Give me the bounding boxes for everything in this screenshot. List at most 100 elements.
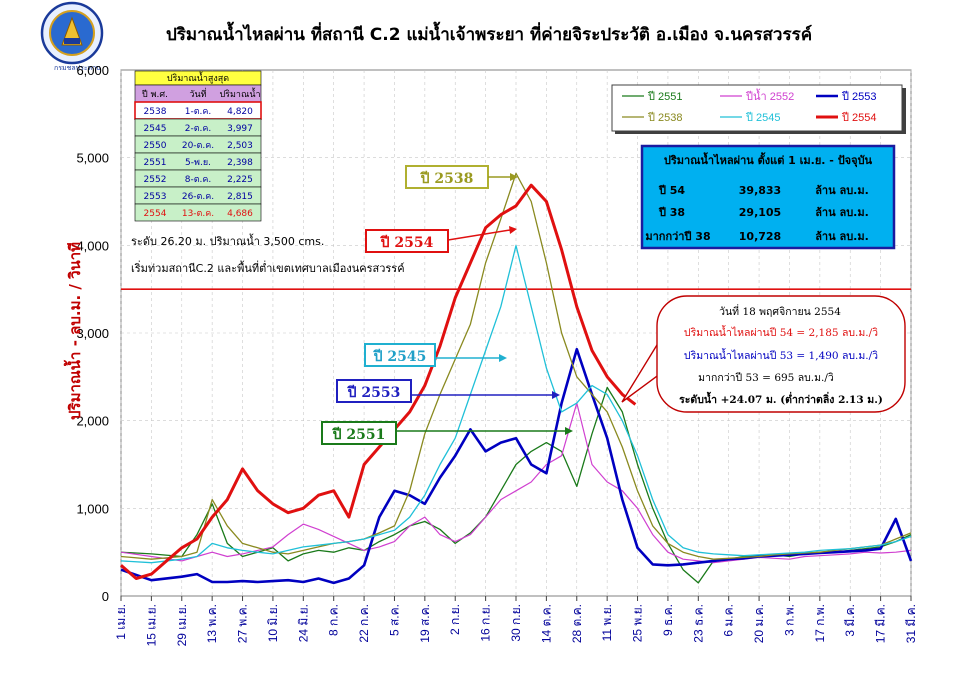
x-tick-label: 31 มี.ค. (904, 604, 918, 643)
callout-date: วันที่ 18 พฤศจิกายน 2554 (719, 304, 841, 318)
legend-label: ปี 2545 (745, 111, 781, 124)
summary-row1-value: 39,833 (739, 184, 781, 197)
summary-row1-label: ปี 54 (658, 184, 686, 197)
callout-flow-53: ปริมาณน้ำไหลผ่านปี 53 = 1,490 ลบ.ม./วิ (684, 348, 878, 362)
x-tick-label: 25 พ.ย. (631, 604, 645, 642)
max-table-cell: 2554 (144, 209, 167, 219)
max-table-title: ปริมาณน้ำสูงสุด (167, 71, 229, 84)
x-tick-label: 19 ส.ค. (418, 604, 432, 643)
x-tick-label: 3 ก.พ. (782, 604, 796, 636)
legend-label: ปี 2551 (647, 90, 683, 103)
max-table-cell: 3,997 (227, 124, 253, 134)
x-tick-label: 23 ธ.ค. (691, 604, 705, 643)
max-table-cell: 1-ต.ค. (185, 107, 212, 117)
y-axis-label: ปริมาณน้ำ - ลบ.ม. / วินาที (63, 242, 84, 420)
max-table-cell: 13-ต.ค. (182, 209, 214, 219)
legend: ปี 2551 ปีน้ำ 2552 ปี 2553 ปี 2538 ปี 2545 ปี… (611, 84, 906, 134)
label-2538: ปี 2538 (405, 165, 518, 189)
max-table-cell: 4,820 (227, 107, 253, 117)
x-tick-label: 17 ก.พ. (813, 604, 827, 643)
legend-label: ปี 2538 (647, 111, 683, 124)
summary-row2-value: 29,105 (739, 206, 781, 219)
x-tick-label: 30 ก.ย. (509, 604, 523, 642)
callout-flow-54: ปริมาณน้ำไหลผ่านปี 54 = 2,185 ลบ.ม./วิ (684, 325, 878, 339)
max-table-cell: 2551 (144, 158, 167, 168)
summary-row3-unit: ล้าน ลบ.ม. (815, 230, 869, 243)
logo-caption: กรมชลประทาน (54, 64, 101, 72)
max-table-cell: 5-พ.ย. (185, 158, 211, 168)
y-tick-labels: 0 1,000 2,000 3,000 4,000 5,000 6,000 (76, 63, 109, 604)
x-tick-label: 14 ต.ค. (539, 604, 553, 643)
label-2545: ปี 2545 (364, 343, 507, 367)
x-tick-label: 13 พ.ค. (205, 604, 219, 643)
max-table-cell: 20-ต.ค. (182, 141, 214, 151)
x-tick-label: 20 ม.ค. (752, 604, 766, 643)
x-tick-label: 2 ก.ย. (448, 604, 462, 635)
chart-title: ปริมาณน้ำไหลผ่าน ที่สถานี C.2 แม่น้ำเจ้า… (166, 21, 812, 45)
x-tick-label: 15 เม.ย. (144, 604, 158, 646)
max-table-cell: 2550 (144, 141, 167, 151)
level-note-1: ระดับ 26.20 ม. ปริมาณน้ำ 3,500 cms. (131, 233, 324, 248)
date-callout: วันที่ 18 พฤศจิกายน 2554 ปริมาณน้ำไหลผ่า… (621, 295, 906, 413)
max-table-cell: 2,225 (227, 175, 253, 185)
y-tick-label: 5,000 (76, 151, 109, 166)
y-tick-label: 0 (102, 589, 109, 604)
x-tick-labels: 1 เม.ย. 15 เม.ย. 29 เม.ย. 13 พ.ค. 27 พ.ค. 10 … (114, 596, 918, 646)
max-table-cell: 2552 (144, 175, 167, 185)
series-line-1 (120, 402, 912, 564)
x-tick-label: 27 พ.ค. (236, 604, 250, 643)
x-tick-label: 22 ก.ค. (357, 604, 371, 643)
label-2551: ปี 2551 (321, 421, 573, 445)
x-tick-label: 10 มิ.ย. (266, 604, 280, 642)
callout-diff: มากกว่าปี 53 = 695 ลบ.ม./วิ (698, 371, 834, 384)
max-table-cell: 2538 (144, 107, 167, 117)
x-tick-label: 5 ส.ค. (387, 604, 401, 636)
label-2545-text: ปี 2545 (372, 349, 426, 365)
max-table-header-year: ปี พ.ศ. (142, 89, 168, 100)
x-tick-label: 1 เม.ย. (114, 604, 128, 640)
label-2551-text: ปี 2551 (331, 427, 385, 443)
summary-row2-unit: ล้าน ลบ.ม. (815, 206, 869, 219)
x-tick-label: 8 ก.ค. (327, 604, 341, 636)
max-table-cell: 26-ต.ค. (182, 192, 214, 202)
series-line-2 (120, 347, 913, 585)
max-flow-table: ปริมาณน้ำสูงสุด ปี พ.ศ. วันที่ ปริมาณน้ำ… (134, 70, 262, 222)
legend-label: ปี 2553 (841, 90, 877, 103)
label-2553: ปี 2553 (336, 379, 560, 403)
max-table-cell: 8-ต.ค. (185, 175, 212, 185)
summary-row3-value: 10,728 (739, 230, 781, 243)
y-tick-label: 2,000 (76, 414, 109, 429)
logo-emblem (40, 1, 104, 65)
x-tick-label: 28 ต.ค. (570, 604, 584, 643)
max-table-header-flow: ปริมาณน้ำ (219, 87, 260, 100)
x-tick-label: 16 ก.ย. (479, 604, 493, 642)
x-tick-label: 6 ม.ค. (722, 604, 736, 637)
summary-box: ปริมาณน้ำไหลผ่าน ตั้งแต่ 1 เม.ย. - ปัจจุ… (640, 144, 896, 250)
label-2554-text: ปี 2554 (379, 235, 433, 251)
series-lines (120, 172, 913, 585)
x-tick-label: 11 พ.ย. (600, 604, 614, 641)
callout-level: ระดับน้ำ +24.07 ม. (ต่ำกว่าตลิ่ง 2.13 ม.… (679, 391, 883, 406)
max-table-cell: 2553 (144, 192, 167, 202)
y-tick-label: 1,000 (76, 501, 109, 516)
summary-row1-unit: ล้าน ลบ.ม. (815, 184, 869, 197)
max-table-cell: 2545 (144, 124, 167, 134)
summary-row2-label: ปี 38 (658, 206, 685, 219)
max-table-cell: 2,398 (227, 158, 253, 168)
level-note-2: เริ่มท่วมสถานีC.2 และพื้นที่ต่ำเขตเทศบาล… (131, 260, 405, 275)
y-tick-label: 3,000 (76, 326, 109, 341)
label-2554: ปี 2554 (365, 226, 517, 253)
max-table-cell: 2-ต.ค. (185, 124, 212, 134)
max-table-header-date: วันที่ (189, 87, 206, 100)
y-tick-label: 6,000 (76, 63, 109, 78)
max-table-cell: 2,815 (227, 192, 253, 202)
max-table-cell: 4,686 (227, 209, 253, 219)
summary-row3-label: มากกว่าปี 38 (645, 230, 710, 243)
label-2553-text: ปี 2553 (346, 385, 400, 401)
x-tick-label: 24 มิ.ย. (296, 604, 310, 642)
max-table-row (134, 203, 262, 222)
series-line-4 (120, 244, 912, 564)
x-tick-label: 29 เม.ย. (175, 604, 189, 646)
legend-label: ปี 2554 (841, 111, 877, 124)
